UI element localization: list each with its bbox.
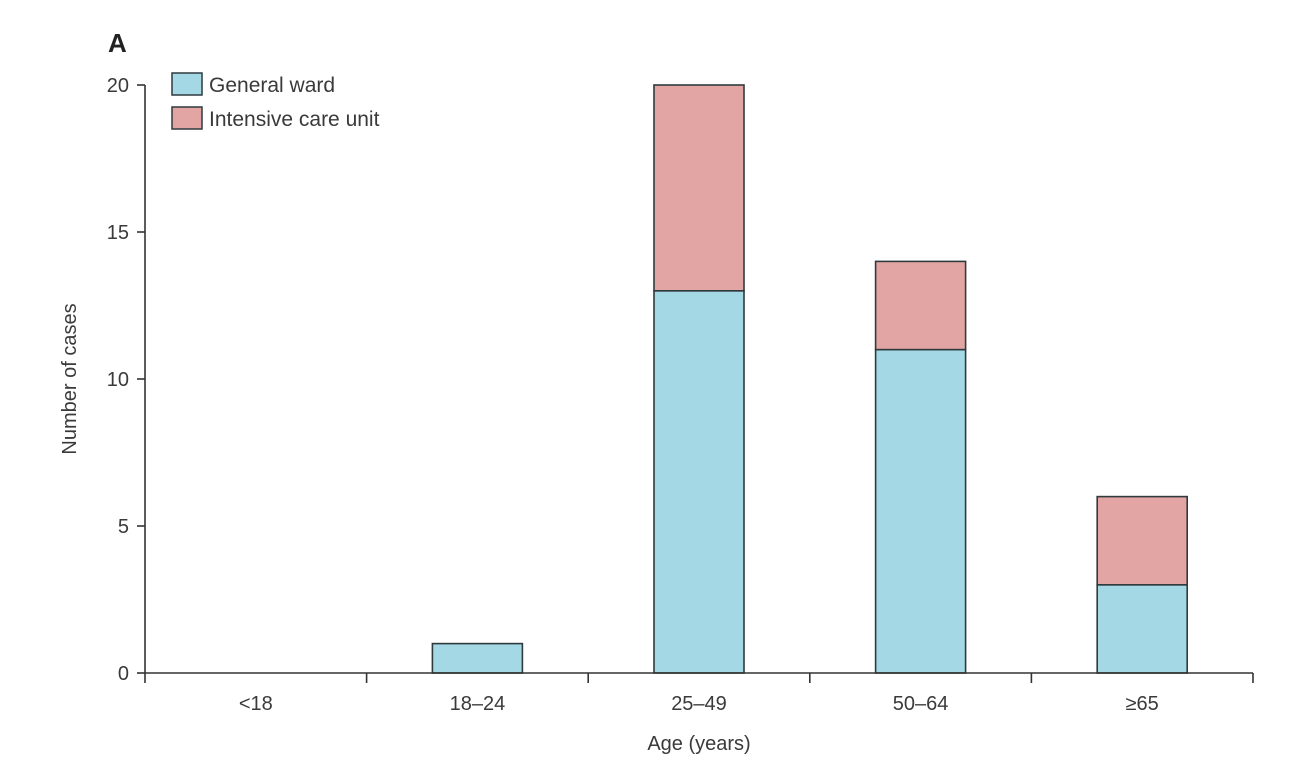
legend-label: Intensive care unit [209,108,380,131]
x-tick-label: <18 [239,693,273,715]
y-tick-label: 20 [107,75,129,97]
x-ticks: <18 18–24 25–49 50–64 ≥65 [144,673,1254,715]
bar-segment [1096,583,1188,674]
x-tick-label: 25–49 [671,693,727,715]
x-tick-label: ≥65 [1126,693,1159,715]
legend: General ward Intensive care unit [171,72,380,131]
bar-segment [431,642,524,674]
y-tick-label: 0 [118,663,129,685]
bar-segment [874,348,967,674]
x-tick-label: 18–24 [450,693,506,715]
y-tick-label: 15 [107,222,129,244]
y-tick-label: 10 [107,369,129,391]
bar-segment [1096,495,1188,586]
y-tick-label: 5 [118,516,129,538]
panel-label: A [108,28,127,58]
legend-swatch [171,106,203,130]
x-tick-label: 50–64 [893,693,949,715]
bar-segment [874,260,967,351]
y-ticks: 0 5 10 15 20 [107,75,145,685]
legend-swatch [171,72,203,96]
bar-segment [653,289,745,674]
bar-segment [653,84,745,292]
bars-layer [431,84,1188,674]
y-axis-title: Number of cases [59,303,81,454]
legend-label: General ward [209,74,335,97]
x-axis-title: Age (years) [647,733,750,755]
